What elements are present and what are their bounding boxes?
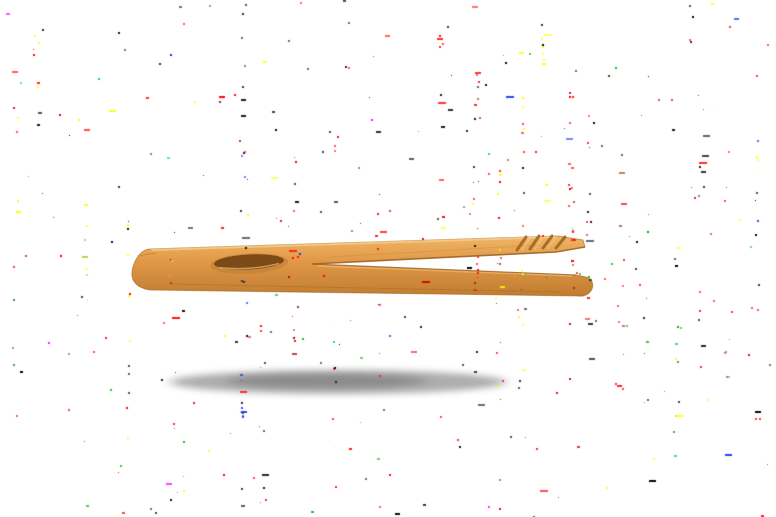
product-photo [0,0,776,517]
noise-artifacts [0,0,776,517]
